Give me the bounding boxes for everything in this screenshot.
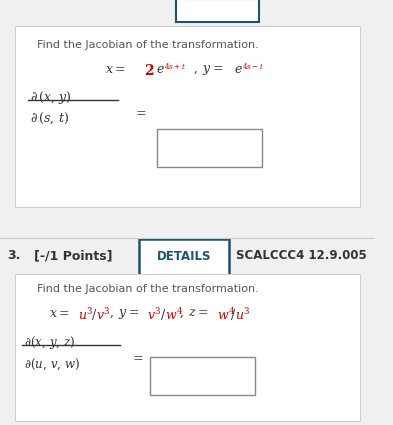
Text: $/$: $/$ bbox=[160, 307, 166, 323]
Text: $\mathbf{2}$: $\mathbf{2}$ bbox=[144, 63, 154, 78]
Text: $x = $: $x = $ bbox=[105, 63, 126, 76]
Text: Find the Jacobian of the transformation.: Find the Jacobian of the transformation. bbox=[37, 284, 259, 294]
Text: $,\; z = $: $,\; z = $ bbox=[179, 307, 209, 320]
Text: $u^3$: $u^3$ bbox=[235, 307, 251, 323]
Text: $x = $: $x = $ bbox=[49, 307, 70, 320]
Text: $=$: $=$ bbox=[130, 350, 144, 363]
Text: $\partial(u,\,v,\,w)$: $\partial(u,\,v,\,w)$ bbox=[24, 357, 81, 372]
Text: $/$: $/$ bbox=[230, 307, 236, 323]
Text: $\partial\,(x,\,y)$: $\partial\,(x,\,y)$ bbox=[30, 89, 72, 106]
FancyBboxPatch shape bbox=[158, 129, 263, 167]
Text: $/$: $/$ bbox=[91, 307, 97, 323]
FancyBboxPatch shape bbox=[15, 26, 360, 207]
Text: $w^4$: $w^4$ bbox=[217, 307, 235, 323]
Text: $e$: $e$ bbox=[156, 63, 164, 76]
FancyBboxPatch shape bbox=[139, 239, 229, 275]
Text: ${}^{4s+t}$: ${}^{4s+t}$ bbox=[164, 61, 186, 71]
Text: $w^4$: $w^4$ bbox=[165, 307, 184, 323]
Text: $v^3$: $v^3$ bbox=[96, 307, 111, 323]
Text: $\partial\,(s,\,t)$: $\partial\,(s,\,t)$ bbox=[30, 111, 69, 126]
Text: $v^3$: $v^3$ bbox=[147, 307, 162, 323]
Text: $\partial(x,\,y,\,z)$: $\partial(x,\,y,\,z)$ bbox=[24, 334, 76, 351]
Text: $e$: $e$ bbox=[234, 63, 243, 76]
FancyBboxPatch shape bbox=[150, 357, 255, 395]
Text: $u^3$: $u^3$ bbox=[78, 307, 94, 323]
Text: $,\; y = $: $,\; y = $ bbox=[110, 307, 140, 321]
Text: ${}^{4s-t}$: ${}^{4s-t}$ bbox=[242, 61, 264, 71]
Text: [-/1 Points]: [-/1 Points] bbox=[34, 249, 112, 262]
Text: DETAILS: DETAILS bbox=[156, 250, 211, 263]
Text: 3.: 3. bbox=[7, 249, 21, 262]
Text: $,\; y = $: $,\; y = $ bbox=[193, 63, 224, 77]
Text: SCALCCC4 12.9.005: SCALCCC4 12.9.005 bbox=[236, 249, 367, 262]
Text: $=$: $=$ bbox=[133, 105, 147, 118]
FancyBboxPatch shape bbox=[176, 0, 259, 22]
Text: Find the Jacobian of the transformation.: Find the Jacobian of the transformation. bbox=[37, 40, 259, 50]
FancyBboxPatch shape bbox=[15, 274, 360, 421]
